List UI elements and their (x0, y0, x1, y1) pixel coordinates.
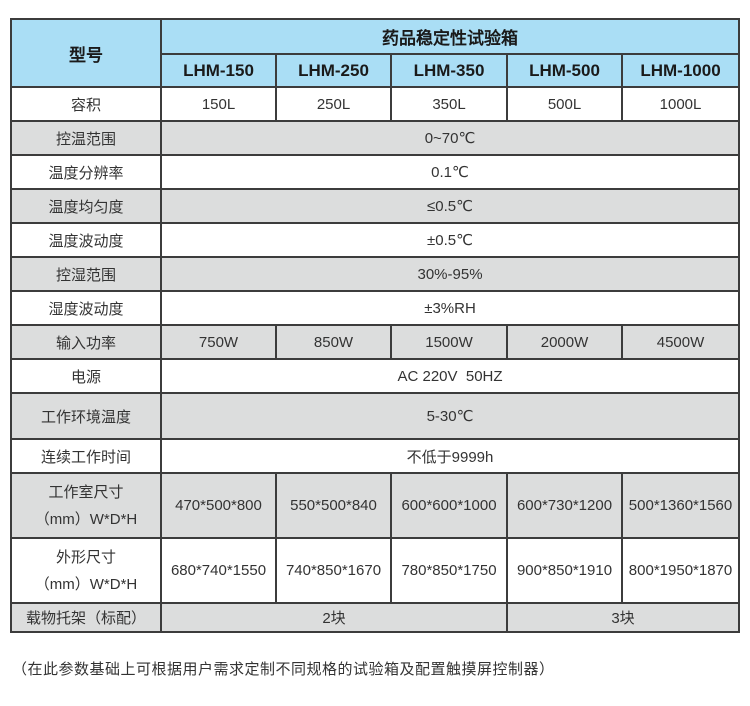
table-row-shelves: 载物托架（标配） 2块 3块 (10, 602, 741, 633)
table-row-humidity-range: 控湿范围 30%-95% (10, 256, 741, 292)
table-header-row: 型号 药品稳定性试验箱 (10, 18, 741, 88)
spec-value: 470*500*800 (160, 472, 277, 539)
spec-value: 2块 (160, 602, 508, 633)
spec-value: 600*600*1000 (390, 472, 508, 539)
table-row-temp-fluctuation: 温度波动度 ±0.5℃ (10, 222, 741, 258)
spec-value: 250L (275, 86, 392, 122)
table-row-temp-resolution: 温度分辨率 0.1℃ (10, 154, 741, 190)
spec-value: 350L (390, 86, 508, 122)
spec-value: 740*850*1670 (275, 537, 392, 604)
spec-label: 输入功率 (10, 324, 162, 360)
model-header-lhm-1000: LHM-1000 (620, 53, 741, 88)
spec-value: ±3%RH (159, 290, 741, 326)
spec-value: AC 220V 50HZ (159, 358, 741, 394)
spec-value: ±0.5℃ (159, 222, 741, 258)
spec-value: 0.1℃ (159, 154, 741, 190)
spec-value: 900*850*1910 (506, 537, 623, 604)
spec-label: 连续工作时间 (10, 438, 162, 474)
spec-label: 容积 (10, 86, 162, 122)
spec-value: 5-30℃ (159, 392, 741, 440)
spec-value: 1500W (390, 324, 508, 360)
table-row-volume: 容积 150L 250L 350L 500L 1000L (10, 86, 741, 122)
table-row-humidity-fluctuation: 湿度波动度 ±3%RH (10, 290, 741, 326)
spec-label-line1: 外形尺寸 (55, 548, 116, 566)
spec-value: 600*730*1200 (506, 472, 623, 539)
spec-value: 150L (160, 86, 277, 122)
table-row-chamber-size: 工作室尺寸 （mm）W*D*H 470*500*800 550*500*840 … (10, 472, 741, 539)
spec-label: 温度分辨率 (10, 154, 162, 190)
spec-label: 温度均匀度 (10, 188, 162, 224)
spec-value: 30%-95% (159, 256, 741, 292)
model-header-cell: 型号 (10, 18, 162, 88)
spec-value: 不低于9999h (159, 438, 741, 474)
spec-label: 工作环境温度 (10, 392, 162, 440)
table-row-input-power: 输入功率 750W 850W 1500W 2000W 4500W (10, 324, 741, 360)
spec-value: 500L (506, 86, 623, 122)
spec-label: 电源 (10, 358, 162, 394)
spec-label: 湿度波动度 (10, 290, 162, 326)
spec-label: 控湿范围 (10, 256, 162, 292)
spec-label-line1: 工作室尺寸 (48, 483, 124, 501)
spec-value: ≤0.5℃ (159, 188, 741, 224)
table-row-temp-range: 控温范围 0~70℃ (10, 120, 741, 156)
spec-value: 2000W (506, 324, 623, 360)
spec-label: 外形尺寸 （mm）W*D*H (10, 537, 162, 604)
model-header-lhm-250: LHM-250 (275, 53, 392, 88)
table-row-continuous-time: 连续工作时间 不低于9999h (10, 438, 741, 474)
spec-value: 680*740*1550 (160, 537, 277, 604)
table-row-power-supply: 电源 AC 220V 50HZ (10, 358, 741, 394)
spec-label: 温度波动度 (10, 222, 162, 258)
spec-label-line2: （mm）W*D*H (34, 510, 138, 528)
spec-label: 工作室尺寸 （mm）W*D*H (10, 472, 162, 539)
spec-value: 780*850*1750 (390, 537, 508, 604)
table-row-temp-uniformity: 温度均匀度 ≤0.5℃ (10, 188, 741, 224)
spec-label-line2: （mm）W*D*H (34, 575, 138, 593)
spec-label: 控温范围 (10, 120, 162, 156)
model-header-lhm-150: LHM-150 (160, 53, 277, 88)
model-header-lhm-500: LHM-500 (506, 53, 623, 88)
spec-value: 750W (160, 324, 277, 360)
spec-value: 850W (275, 324, 392, 360)
spec-value: 550*500*840 (275, 472, 392, 539)
spec-label: 载物托架（标配） (10, 602, 162, 633)
spec-value: 4500W (620, 324, 741, 360)
product-title: 药品稳定性试验箱 (159, 18, 741, 55)
spec-value: 1000L (620, 86, 741, 122)
spec-value: 800*1950*1870 (620, 537, 741, 604)
table-row-ambient-temp: 工作环境温度 5-30℃ (10, 392, 741, 440)
spec-value: 500*1360*1560 (620, 472, 741, 539)
spec-value: 3块 (505, 602, 741, 633)
model-header-lhm-350: LHM-350 (390, 53, 508, 88)
table-row-overall-size: 外形尺寸 （mm）W*D*H 680*740*1550 740*850*1670… (10, 537, 741, 604)
spec-value: 0~70℃ (159, 120, 741, 156)
footnote: （在此参数基础上可根据用户需求定制不同规格的试验箱及配置触摸屏控制器） (12, 661, 555, 678)
model-names-row: LHM-150 LHM-250 LHM-350 LHM-500 LHM-1000 (11, 53, 741, 88)
spec-table: 型号 药品稳定性试验箱 LHM-150 LHM-250 LHM-350 LHM-… (10, 18, 741, 633)
